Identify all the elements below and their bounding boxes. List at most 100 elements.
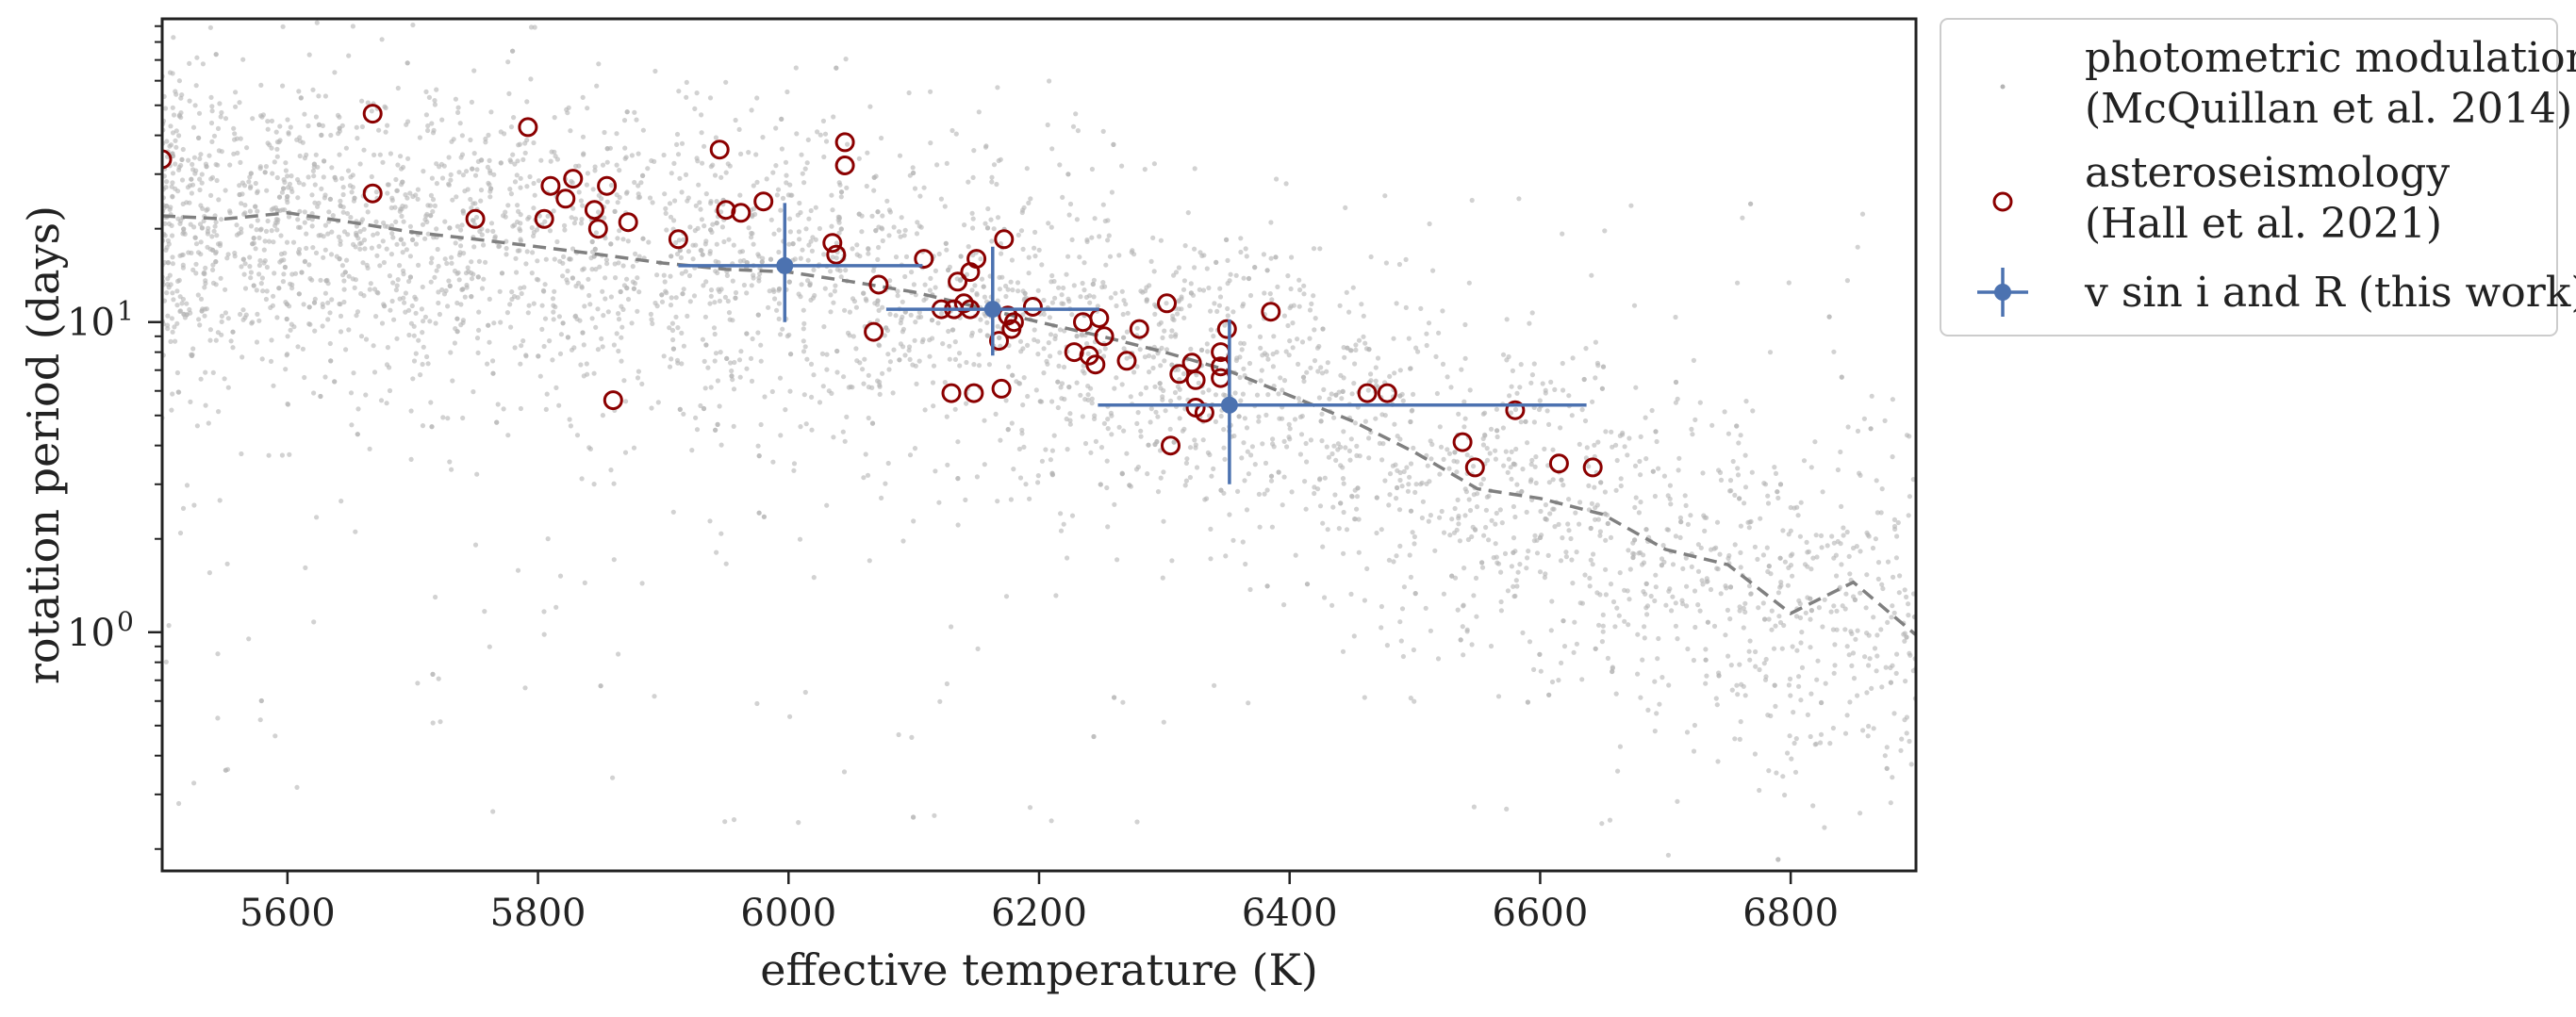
photometric-point: [1145, 471, 1150, 477]
photometric-point: [165, 313, 171, 319]
photometric-point: [176, 800, 182, 807]
photometric-point: [944, 160, 949, 166]
photometric-point: [908, 312, 914, 318]
photometric-point: [1169, 362, 1175, 368]
photometric-point: [1092, 216, 1098, 221]
photometric-point: [1058, 528, 1065, 533]
photometric-point: [824, 502, 830, 508]
photometric-point: [169, 407, 174, 413]
photometric-point: [171, 35, 176, 41]
photometric-point: [1805, 712, 1810, 718]
photometric-point: [167, 272, 173, 278]
photometric-point: [901, 233, 907, 238]
photometric-point: [239, 354, 245, 360]
photometric-point: [1474, 614, 1479, 619]
photometric-point: [557, 351, 564, 356]
photometric-point: [836, 230, 842, 236]
photometric-point: [674, 251, 681, 257]
photometric-point: [504, 245, 509, 252]
photometric-point: [223, 116, 229, 122]
photometric-point: [635, 375, 641, 381]
photometric-point: [784, 172, 789, 178]
photometric-point: [263, 164, 269, 170]
photometric-point: [518, 175, 523, 181]
photometric-point: [991, 226, 997, 232]
photometric-point: [1247, 360, 1253, 367]
photometric-point: [491, 320, 497, 326]
photometric-point: [1089, 166, 1095, 172]
photometric-point: [1798, 697, 1804, 703]
photometric-point: [1089, 401, 1095, 406]
photometric-point: [1303, 506, 1309, 512]
photometric-point: [624, 276, 630, 282]
photometric-point: [1488, 643, 1494, 649]
photometric-point: [518, 237, 523, 242]
photometric-point: [779, 116, 784, 122]
photometric-point: [792, 256, 798, 262]
photometric-point: [512, 345, 518, 351]
photometric-point: [1114, 375, 1119, 381]
photometric-point: [749, 230, 754, 237]
photometric-point: [1155, 489, 1162, 495]
photometric-point: [223, 188, 228, 193]
photometric-point: [1105, 417, 1111, 422]
photometric-point: [686, 272, 693, 279]
photometric-point: [520, 338, 526, 344]
photometric-point: [374, 231, 380, 237]
photometric-point: [1400, 653, 1406, 660]
photometric-point: [1810, 803, 1816, 809]
asteroseismology-point: [991, 378, 1012, 399]
photometric-point: [1386, 557, 1392, 563]
photometric-point: [304, 245, 309, 251]
photometric-point: [1057, 327, 1064, 333]
photometric-point: [450, 378, 455, 384]
photometric-point: [1529, 310, 1535, 316]
x-tick-label: 5800: [490, 892, 586, 935]
photometric-point: [1796, 683, 1802, 689]
asteroseismology-point: [162, 149, 173, 170]
photometric-point: [786, 241, 792, 247]
photometric-point: [1691, 357, 1696, 363]
photometric-point: [863, 451, 868, 457]
photometric-point: [982, 462, 987, 467]
photometric-point: [1728, 663, 1734, 668]
photometric-point: [1338, 500, 1344, 506]
photometric-point: [749, 283, 754, 288]
photometric-point: [361, 147, 367, 153]
photometric-point: [1680, 566, 1686, 572]
photometric-point: [196, 110, 203, 116]
photometric-point: [931, 363, 937, 369]
photometric-point: [388, 205, 394, 211]
photometric-point: [340, 209, 346, 215]
photometric-point: [479, 286, 486, 291]
photometric-point: [1134, 325, 1140, 331]
photometric-point: [981, 284, 986, 289]
photometric-point: [1904, 594, 1909, 600]
photometric-point: [1105, 524, 1111, 530]
photometric-point: [471, 389, 476, 395]
photometric-point: [513, 255, 519, 261]
photometric-point: [345, 168, 352, 173]
photometric-point: [313, 114, 319, 120]
photometric-point: [1794, 648, 1800, 653]
photometric-point: [338, 238, 343, 244]
photometric-point: [1794, 504, 1800, 510]
photometric-point: [1150, 235, 1156, 240]
photometric-point: [170, 261, 175, 267]
photometric-point: [1870, 545, 1876, 551]
photometric-point: [805, 137, 811, 142]
photometric-point: [726, 310, 733, 316]
photometric-point: [447, 283, 453, 288]
photometric-point: [1093, 438, 1098, 444]
photometric-point: [1120, 311, 1126, 318]
photometric-point: [1135, 410, 1141, 416]
photometric-point: [907, 452, 914, 458]
photometric-point: [1508, 410, 1514, 416]
photometric-point: [501, 213, 506, 219]
photometric-point: [1387, 471, 1394, 477]
photometric-point: [332, 379, 338, 385]
photometric-point: [1197, 250, 1203, 255]
photometric-point: [1834, 573, 1840, 579]
photometric-point: [192, 235, 198, 240]
photometric-point: [1192, 246, 1197, 252]
